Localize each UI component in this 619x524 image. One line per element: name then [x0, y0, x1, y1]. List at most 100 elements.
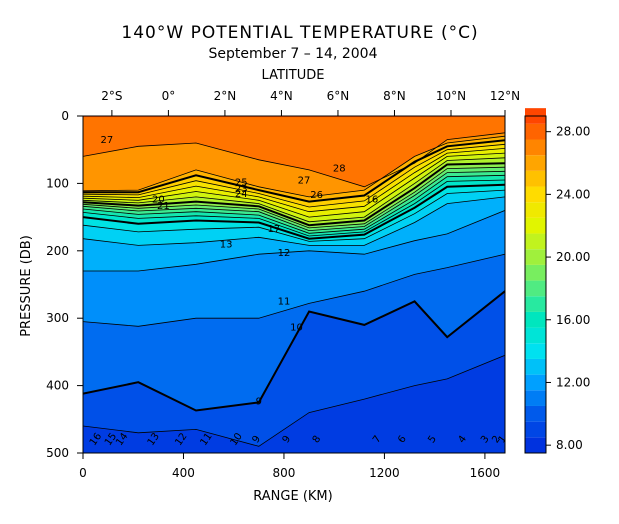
colorbar-band-12.5 — [525, 358, 546, 375]
top-tick-label-4: 6°N — [327, 89, 350, 103]
colorbar-band-14.5 — [525, 327, 546, 344]
top-tick-label-0: 2°S — [101, 89, 122, 103]
isotherm-21 — [83, 157, 505, 223]
contour-label-8: 21 — [157, 201, 170, 212]
band-9 — [83, 355, 505, 453]
isotherm-14 — [83, 189, 505, 242]
isotherm-13 — [83, 196, 505, 246]
colorbar-tick-label-0: 8.00 — [556, 438, 583, 452]
contour-label-7: 20 — [152, 194, 165, 205]
contour-label-13: 11 — [278, 297, 291, 308]
isotherm-22 — [83, 152, 505, 218]
bottom-contour-label-14: 3 — [479, 434, 492, 446]
y-tick-label-300: 300 — [46, 311, 69, 325]
colorbar-tick-label-4: 24.00 — [556, 187, 590, 201]
y-tick-label-500: 500 — [46, 446, 69, 460]
x-tick-label-0: 0 — [79, 466, 87, 480]
colorbar-tick-label-1: 12.00 — [556, 375, 590, 389]
chart-subtitle: September 7 – 14, 2004 — [209, 46, 378, 62]
colorbar-band-24.5 — [525, 170, 546, 187]
bottom-contour-label-15: 2 — [490, 434, 503, 446]
contour-label-5: 23 — [235, 184, 248, 195]
contour-label-0: 27 — [100, 135, 113, 146]
colorbar-tick-label-2: 16.00 — [556, 313, 590, 327]
bottom-contour-label-11: 6 — [396, 434, 409, 446]
x-tick-label-1200: 1200 — [369, 466, 400, 480]
bottom-contour-label-16: 1 — [497, 434, 510, 446]
top-tick-label-3: 4°N — [270, 89, 293, 103]
colorbar-tick-label-3: 20.00 — [556, 250, 590, 264]
colorbar-band-11.5 — [525, 374, 546, 391]
top-tick-label-7: 12°N — [490, 89, 520, 103]
colorbar-band-7.5 — [525, 437, 546, 453]
band-8 — [83, 456, 505, 463]
colorbar-band-20.5 — [525, 233, 546, 250]
y-tick-label-200: 200 — [46, 244, 69, 258]
y-tick-label-0: 0 — [61, 109, 69, 123]
bottom-contour-label-10: 7 — [371, 434, 384, 446]
isotherm-26 — [83, 135, 505, 198]
contour-label-14: 10 — [290, 322, 303, 333]
plot-frame — [82, 115, 506, 454]
colorbar-band-26.5 — [525, 139, 546, 156]
bottom-contour-label-8: 9 — [281, 434, 294, 446]
colorbar: 8.00 12.00 16.00 20.00 24.00 28.00 — [524, 108, 590, 454]
isotherm-16 — [83, 179, 505, 237]
bottom-contour-label-9: 8 — [311, 434, 324, 446]
y-axis-label: PRESSURE (DB) — [19, 235, 34, 337]
top-tick-label-1: 0° — [162, 89, 176, 103]
colorbar-frame — [524, 115, 547, 454]
colorbar-band-21.5 — [525, 217, 546, 234]
chart-title: 140°W POTENTIAL TEMPERATURE (°C) — [121, 23, 478, 43]
isotherm-24 — [83, 143, 505, 208]
colorbar-band-17.5 — [525, 280, 546, 297]
x-tick-label-1600: 1600 — [470, 466, 501, 480]
colorbar-band-15.5 — [525, 311, 546, 328]
filled-contours — [83, 116, 505, 463]
contour-label-10: 17 — [268, 224, 281, 235]
bottom-contour-label-13: 4 — [456, 434, 469, 446]
colorbar-band-13.5 — [525, 343, 546, 359]
top-tick-label-6: 10°N — [436, 89, 466, 103]
isotherm-25 — [83, 139, 505, 203]
contour-label-4: 26 — [310, 190, 323, 201]
top-axis-label: LATITUDE — [262, 68, 325, 83]
y-tick-label-400: 400 — [46, 379, 69, 393]
top-tick-label-5: 8°N — [383, 89, 406, 103]
colorbar-tick-label-5: 28.00 — [556, 125, 590, 139]
colorbar-band-22.5 — [525, 202, 546, 218]
colorbar-band-8.5 — [525, 421, 546, 438]
colorbar-band-9.5 — [525, 405, 546, 422]
colorbar-band-25.5 — [525, 155, 546, 171]
colorbar-band-23.5 — [525, 186, 546, 203]
isotherm-20 — [83, 162, 505, 227]
isotherm-17 — [83, 174, 505, 234]
contour-label-2: 27 — [298, 175, 311, 186]
contour-label-12: 12 — [278, 248, 291, 259]
colorbar-band-27.5 — [525, 123, 546, 140]
isotherm-12 — [83, 210, 505, 272]
contour-label-3: 28 — [333, 163, 346, 174]
top-tick-label-2: 2°N — [214, 89, 237, 103]
contour-label-15: 9 — [256, 396, 262, 407]
colorbar-band-16.5 — [525, 296, 546, 312]
isotherm-9 — [83, 354, 505, 447]
colorbar-band-18.5 — [525, 264, 546, 281]
bottom-contour-label-12: 5 — [426, 434, 439, 446]
colorbar-band-10.5 — [525, 390, 546, 406]
isotherm-19 — [83, 166, 505, 229]
contour-label-9: 16 — [366, 194, 379, 205]
isotherm-10 — [83, 290, 505, 412]
isotherm-18 — [83, 170, 505, 232]
x-axis-label: RANGE (KM) — [253, 489, 332, 504]
isotherm-15 — [83, 183, 505, 240]
band-7.5 — [83, 456, 505, 463]
x-tick-label-400: 400 — [172, 466, 195, 480]
contour-label-11: 13 — [220, 239, 233, 250]
contour-label-6: 24 — [235, 189, 248, 200]
isotherm-11 — [83, 253, 505, 327]
bottom-contour-label-7: 9 — [250, 434, 263, 446]
isotherm-23 — [83, 148, 505, 213]
